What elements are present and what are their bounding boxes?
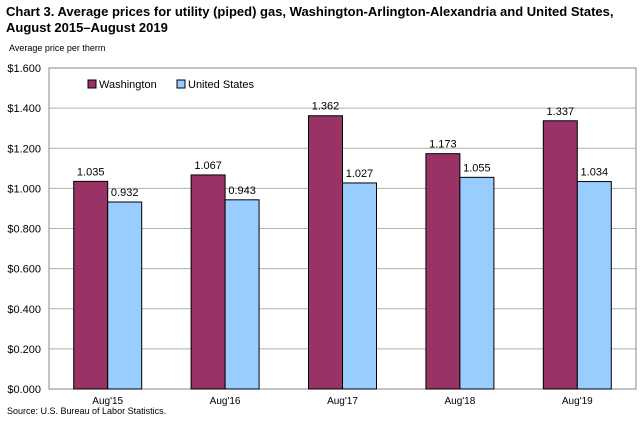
y-tick-label: $1.600 [7,63,41,75]
y-tick-label: $0.000 [7,384,41,396]
legend-label: Washington [99,79,157,91]
bar-united-states [107,201,143,390]
x-tick-label: Aug'18 [444,396,475,407]
x-tick-label: Aug'19 [562,396,593,407]
bar-washington [73,180,109,390]
y-tick-label: $1.400 [7,103,41,115]
bar-united-states [576,181,612,390]
bar-washington [425,153,461,390]
y-tick-label: $0.800 [7,224,41,236]
data-label: 1.027 [346,168,374,180]
bar-united-states [224,199,260,390]
legend-swatch [87,79,97,89]
data-label: 1.362 [312,101,340,113]
x-tick-label: Aug'15 [92,396,123,407]
data-label: 1.173 [429,139,457,151]
data-label: 1.034 [581,167,609,179]
y-axis-label: Average price per therm [9,43,106,53]
y-tick-label: $1.000 [7,183,41,195]
chart-title: Chart 3. Average prices for utility (pip… [6,4,640,36]
legend-swatch [176,79,186,89]
bar-united-states [342,182,377,390]
bar-united-states [459,176,495,390]
data-label: 1.055 [463,162,491,174]
bar-washington [190,174,226,390]
data-label: 1.337 [547,106,575,118]
legend-label: United States [188,79,255,91]
bar-washington [542,120,578,390]
source-note: Source: U.S. Bureau of Labor Statistics. [7,406,167,416]
data-label: 0.932 [111,187,139,199]
y-tick-label: $1.200 [7,143,41,155]
data-label: 0.943 [228,185,256,197]
title-line-1: Chart 3. Average prices for utility (pip… [6,4,614,19]
y-tick-label: $0.200 [7,344,41,356]
y-tick-label: $0.400 [7,304,41,316]
title-line-2: August 2015–August 2019 [6,20,168,35]
data-label: 1.067 [194,160,222,172]
x-tick-label: Aug'16 [210,396,241,407]
data-label: 1.035 [77,166,105,178]
y-tick-label: $0.600 [7,264,41,276]
bar-washington [308,115,343,390]
x-tick-label: Aug'17 [327,396,358,407]
